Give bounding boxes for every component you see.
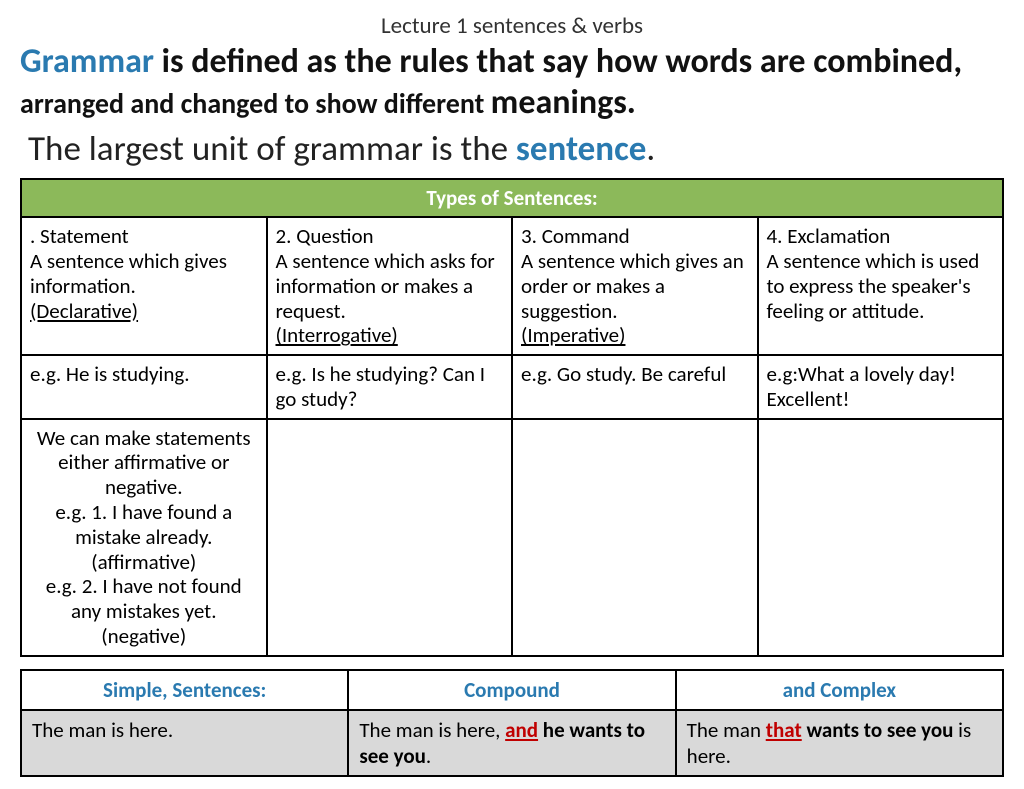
def-part1: is defined as the rules that say how wor… [154,41,962,82]
scc-body-row: The man is here. The man is here, and he… [21,710,1003,776]
type-desc: A sentence which is used to express the … [767,248,980,324]
complex-pre: The man [687,717,766,743]
scc-complex-cell: The man that wants to see you is here. [676,710,1003,776]
types-row-examples: e.g. He is studying. e.g. Is he studying… [21,355,1003,419]
complex-post: wants to see you [802,717,954,743]
type-desc: A sentence which gives information. [30,248,227,299]
type-exclamation: 4. Exclamation A sentence which is used … [758,217,1004,355]
def-meanings: meanings. [491,82,636,123]
scc-header-row: Simple, Sentences: Compound and Complex [21,670,1003,710]
slide: Lecture 1 sentences & verbs Grammar is d… [0,0,1024,789]
complex-conj: that [766,717,802,743]
type-question: 2. Question A sentence which asks for in… [267,217,513,355]
types-header: Types of Sentences: [21,179,1003,218]
unit-line: The largest unit of grammar is the sente… [28,128,1004,170]
types-row-definitions: . Statement A sentence which gives infor… [21,217,1003,355]
type-title: . Statement [30,223,129,249]
compound-pre: The man is here, [359,717,505,743]
type-statement: . Statement A sentence which gives infor… [21,217,267,355]
grammar-word: Grammar [20,41,154,82]
scc-header-compound: Compound [348,670,675,710]
type-term: (Imperative) [521,322,625,348]
empty-cell [512,419,758,656]
grammar-definition: Grammar is defined as the rules that say… [20,42,1004,124]
scc-compound-cell: The man is here, and he wants to see you… [348,710,675,776]
type-title: 3. Command [521,223,630,249]
scc-header-simple: Simple, Sentences: [21,670,348,710]
example-command: e.g. Go study. Be careful [512,355,758,419]
empty-cell [758,419,1004,656]
type-desc: A sentence which asks for information or… [276,248,495,324]
type-desc: A sentence which gives an order or makes… [521,248,744,324]
type-title: 4. Exclamation [767,223,891,249]
example-exclamation: e.g:What a lovely day! Excellent! [758,355,1004,419]
type-title: 2. Question [276,223,374,249]
example-statement: e.g. He is studying. [21,355,267,419]
unit-pre: The largest unit of grammar is the [28,128,516,170]
empty-cell [267,419,513,656]
type-command: 3. Command A sentence which gives an ord… [512,217,758,355]
compound-conj: and [505,717,538,743]
unit-post: . [646,128,655,170]
compound-end: . [426,743,431,769]
example-question: e.g. Is he studying? Can I go study? [267,355,513,419]
sentence-word: sentence [516,128,646,170]
type-term: (Interrogative) [276,322,398,348]
statement-note: We can make statements either affirmativ… [21,419,267,656]
sentence-kinds-table: Simple, Sentences: Compound and Complex … [20,669,1004,777]
scc-simple-cell: The man is here. [21,710,348,776]
scc-header-complex: and Complex [676,670,1003,710]
lecture-title: Lecture 1 sentences & verbs [20,12,1004,40]
type-term: (Declarative) [30,298,138,324]
types-table: Types of Sentences: . Statement A senten… [20,178,1004,657]
types-row-note: We can make statements either affirmativ… [21,419,1003,656]
def-mid: arranged and changed to show different [20,86,491,121]
